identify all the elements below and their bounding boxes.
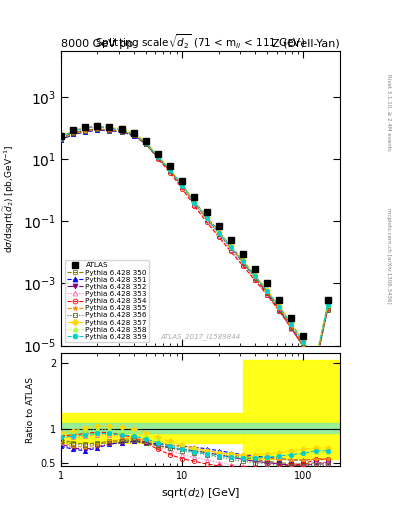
X-axis label: sqrt($d_2$) [GeV]: sqrt($d_2$) [GeV] <box>161 486 240 500</box>
Text: 8000 GeV pp: 8000 GeV pp <box>61 38 133 49</box>
Y-axis label: Ratio to ATLAS: Ratio to ATLAS <box>26 377 35 442</box>
Legend: ATLAS, Pythia 6.428 350, Pythia 6.428 351, Pythia 6.428 352, Pythia 6.428 353, P: ATLAS, Pythia 6.428 350, Pythia 6.428 35… <box>64 260 149 342</box>
Text: mcplots.cern.ch [arXiv:1306.3436]: mcplots.cern.ch [arXiv:1306.3436] <box>386 208 391 304</box>
Y-axis label: d$\sigma$/dsqrt($\widetilde{d}_2$) [pb,GeV$^{-1}$]: d$\sigma$/dsqrt($\widetilde{d}_2$) [pb,G… <box>2 144 17 253</box>
Text: ATLAS_2017_I1589844: ATLAS_2017_I1589844 <box>160 333 241 340</box>
Text: Z (Drell-Yan): Z (Drell-Yan) <box>272 38 340 49</box>
Title: Splitting scale$\sqrt{d_2}$ (71 < m$_{ll}$ < 111 GeV): Splitting scale$\sqrt{d_2}$ (71 < m$_{ll… <box>95 32 305 51</box>
Text: Rivet 3.1.10, ≥ 2.4M events: Rivet 3.1.10, ≥ 2.4M events <box>386 74 391 151</box>
